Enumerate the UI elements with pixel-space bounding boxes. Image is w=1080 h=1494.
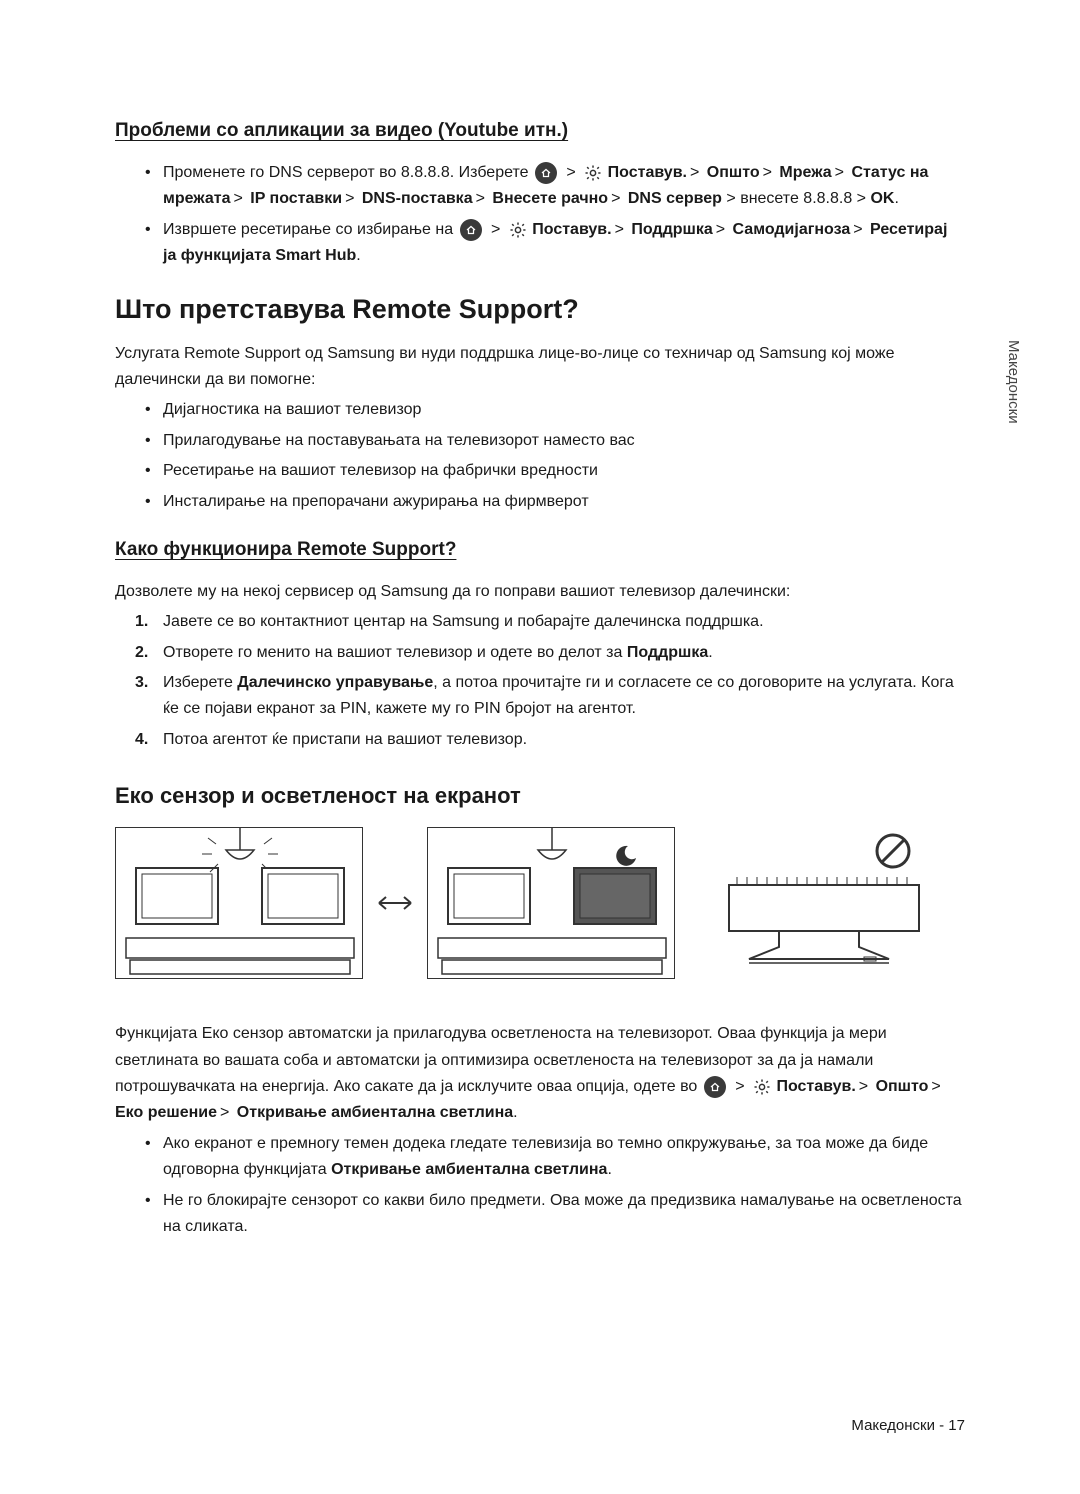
list-item: Ресетирање на вашиот телевизор на фабрич… <box>145 458 965 484</box>
list-item: Извршете ресетирање со избирање на > Пос… <box>145 217 965 270</box>
list-item: Ако екранот е премногу темен додека глед… <box>145 1131 965 1184</box>
dark-room-figure <box>427 827 675 979</box>
list-item: 2.Отворете го менито на вашиот телевизор… <box>135 640 965 666</box>
section-heading: Проблеми со апликации за видео (Youtube … <box>115 120 965 142</box>
eco-sensor-section: Еко сензор и осветленост на екранот <box>115 783 965 1240</box>
numbered-list: 1.Јавете се во контактниот центар на Sam… <box>115 609 965 753</box>
illustration-row <box>115 827 965 979</box>
gear-icon <box>509 221 527 239</box>
body-text: Функцијата Еко сензор автоматски ја прил… <box>115 1021 965 1127</box>
list-item: Дијагностика на вашиот телевизор <box>145 397 965 423</box>
language-tab: Македонски <box>1005 340 1022 424</box>
bullet-list: Дијагностика на вашиот телевизор Прилаго… <box>115 397 965 515</box>
bullet-list: Ако екранот е премногу темен додека глед… <box>115 1131 965 1241</box>
double-arrow-icon <box>377 893 413 913</box>
list-item: 3.Изберете Далечинско управување, а пото… <box>135 670 965 723</box>
home-icon <box>704 1076 726 1098</box>
list-item: Променете го DNS серверот во 8.8.8.8. Из… <box>145 160 965 213</box>
list-item: Не го блокирајте сензорот со какви било … <box>145 1188 965 1241</box>
tv-sensor-figure <box>689 827 937 979</box>
intro-text: Услугата Remote Support од Samsung ви ну… <box>115 341 965 394</box>
how-it-works-section: Како функционира Remote Support? Дозволе… <box>115 539 965 753</box>
main-heading: Што претставува Remote Support? <box>115 294 965 325</box>
gear-icon <box>753 1078 771 1096</box>
list-item: Прилагодување на поставувањата на телеви… <box>145 428 965 454</box>
list-item: 4.Потоа агентот ќе пристапи на вашиот те… <box>135 727 965 753</box>
gear-icon <box>584 164 602 182</box>
sub-heading: Еко сензор и осветленост на екранот <box>115 783 965 809</box>
remote-support-section: Што претставува Remote Support? Услугата… <box>115 294 965 515</box>
intro-text: Дозволете му на некој сервисер од Samsun… <box>115 579 965 605</box>
video-app-problems-section: Проблеми со апликации за видео (Youtube … <box>115 120 965 270</box>
section-heading: Како функционира Remote Support? <box>115 539 965 561</box>
list-item: Инсталирање на препорачани ажурирања на … <box>145 489 965 515</box>
home-icon <box>535 162 557 184</box>
page-footer: Македонски - 17 <box>851 1417 965 1434</box>
home-icon <box>460 219 482 241</box>
bright-room-figure <box>115 827 363 979</box>
bullet-list: Променете го DNS серверот во 8.8.8.8. Из… <box>115 160 965 270</box>
list-item: 1.Јавете се во контактниот центар на Sam… <box>135 609 965 635</box>
